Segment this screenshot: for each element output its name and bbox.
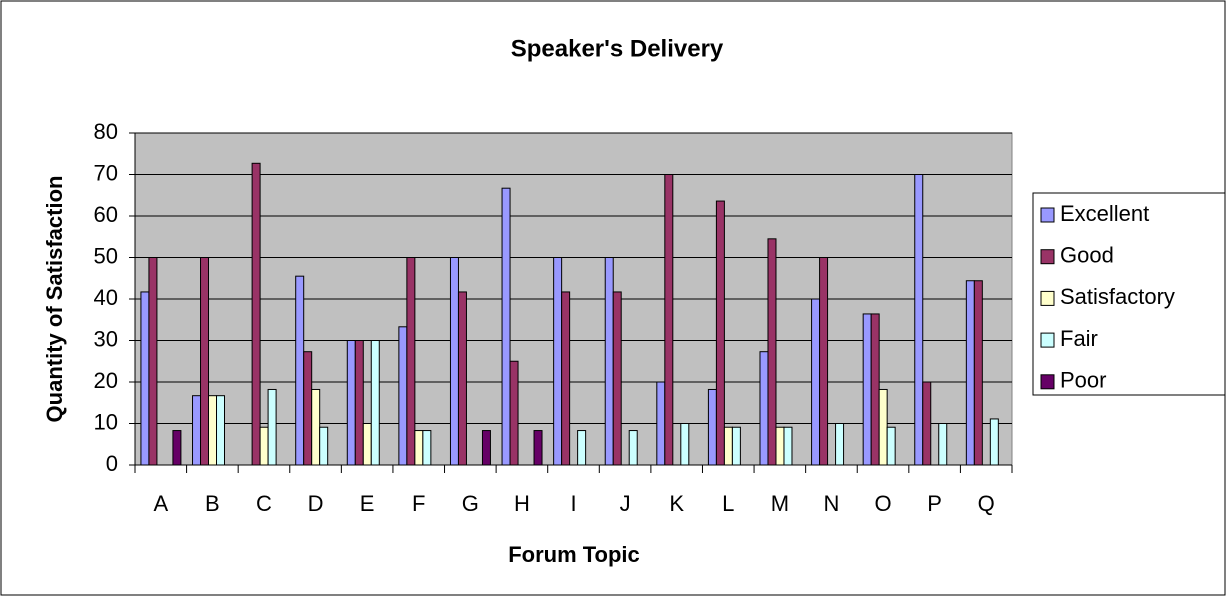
bar	[628, 430, 638, 466]
bar	[731, 426, 741, 466]
x-tick-label: L	[722, 491, 734, 516]
bar	[775, 426, 785, 466]
bar	[886, 426, 896, 466]
bar	[422, 430, 432, 466]
legend-swatch	[1040, 249, 1055, 265]
bar	[862, 313, 872, 466]
y-tick-label: 10	[94, 409, 118, 434]
bar	[604, 257, 614, 466]
legend-swatch	[1040, 207, 1055, 223]
x-tick-label: M	[771, 491, 789, 516]
bar	[208, 395, 218, 466]
bar	[370, 340, 380, 466]
bar	[140, 291, 150, 466]
x-tick-label: P	[927, 491, 942, 516]
y-axis-label: Quantity of Satisfaction	[42, 176, 67, 423]
bar	[481, 430, 491, 466]
x-tick-label: G	[462, 491, 479, 516]
bar	[148, 257, 158, 466]
x-tick-label: N	[823, 491, 839, 516]
bar	[612, 291, 622, 466]
bar	[406, 257, 416, 466]
bar	[311, 388, 321, 466]
y-tick-label: 0	[106, 451, 118, 476]
y-tick-label: 20	[94, 368, 118, 393]
bar	[878, 388, 888, 466]
bar	[819, 257, 829, 466]
bar	[501, 187, 511, 466]
x-axis-label: Forum Topic	[508, 542, 640, 567]
bar	[707, 388, 717, 466]
x-tick-label: F	[412, 491, 425, 516]
bar	[914, 174, 924, 466]
bar	[533, 430, 543, 466]
x-tick-label: O	[874, 491, 891, 516]
bar	[414, 430, 424, 466]
legend-label: Good	[1060, 243, 1114, 268]
bar	[259, 426, 269, 466]
bar	[200, 257, 210, 466]
bar	[989, 418, 999, 466]
bar	[938, 423, 948, 466]
x-tick-label: K	[669, 491, 684, 516]
bar	[319, 426, 329, 466]
bar	[216, 395, 226, 466]
y-tick-label: 80	[94, 119, 118, 144]
bar	[362, 423, 372, 466]
x-tick-label: Q	[978, 491, 995, 516]
bar	[715, 200, 725, 466]
bar	[870, 313, 880, 466]
bar	[835, 423, 845, 466]
bar	[295, 275, 305, 466]
bar	[664, 174, 674, 466]
bar	[303, 351, 313, 466]
legend-swatch	[1040, 290, 1055, 306]
x-tick-label: A	[153, 491, 168, 516]
y-tick-label: 70	[94, 160, 118, 185]
bar	[767, 238, 777, 466]
x-tick-label: I	[570, 491, 576, 516]
bar	[759, 351, 769, 466]
legend-label: Poor	[1060, 368, 1106, 393]
bar	[192, 395, 202, 466]
y-tick-label: 50	[94, 243, 118, 268]
x-tick-label: B	[205, 491, 220, 516]
x-tick-label: H	[514, 491, 530, 516]
bar	[965, 280, 975, 466]
bar	[656, 381, 666, 466]
bar	[449, 257, 459, 466]
bar	[346, 340, 356, 466]
x-tick-label: D	[308, 491, 324, 516]
bar	[680, 423, 690, 466]
legend-label: Excellent	[1060, 201, 1149, 226]
bar	[354, 340, 364, 466]
legend	[1032, 192, 1226, 396]
x-tick-label: J	[620, 491, 631, 516]
bar	[267, 388, 277, 466]
chart-title: Speaker's Delivery	[511, 35, 724, 62]
bar	[973, 280, 983, 466]
bar	[457, 291, 467, 466]
bar	[561, 291, 571, 466]
bar	[723, 426, 733, 466]
bar	[922, 381, 932, 466]
legend-label: Satisfactory	[1060, 284, 1175, 309]
bar	[509, 360, 519, 466]
bar	[251, 162, 261, 466]
bar	[553, 257, 563, 466]
legend-label: Fair	[1060, 326, 1098, 351]
x-tick-label: E	[360, 491, 375, 516]
bar	[172, 430, 182, 466]
legend-swatch	[1040, 332, 1055, 348]
bar	[811, 298, 821, 466]
legend-swatch	[1040, 374, 1055, 390]
bar	[783, 426, 793, 466]
x-tick-label: C	[256, 491, 272, 516]
y-tick-label: 30	[94, 326, 118, 351]
bar	[577, 430, 587, 466]
bar	[398, 326, 408, 466]
y-tick-label: 60	[94, 202, 118, 227]
y-tick-label: 40	[94, 285, 118, 310]
